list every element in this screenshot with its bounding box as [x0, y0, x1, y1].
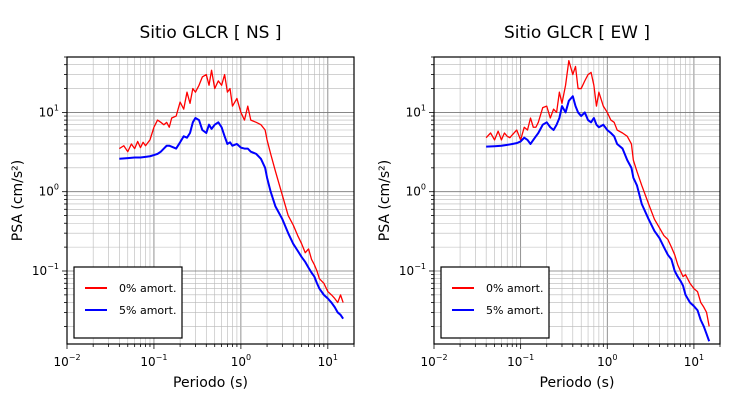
x-tick-label: 100 — [231, 353, 251, 369]
x-tick-base: 10 — [420, 355, 435, 369]
series-line-amort-5 — [119, 117, 344, 320]
x-tick-exponent: −1 — [522, 353, 534, 362]
x-tick-exponent: −2 — [69, 353, 81, 362]
legend: 0% amort. 5% amort. — [73, 266, 183, 339]
series-line-amort-5 — [486, 95, 711, 342]
x-tick-label: 10−2 — [53, 353, 80, 369]
x-tick-exponent: 1 — [699, 353, 704, 362]
y-tick-exponent: 1 — [421, 103, 426, 112]
x-tick-label: 10−1 — [507, 353, 534, 369]
x-tick-base: 10 — [507, 355, 522, 369]
chart-panel-2: Sitio GLCR [ EW ]10−2 10−1 100 10110−110010… — [377, 23, 721, 391]
y-tick-exponent: 0 — [54, 183, 59, 192]
x-tick-base: 10 — [684, 355, 699, 369]
x-tick-base: 10 — [140, 355, 155, 369]
legend-label: 5% amort. — [486, 304, 543, 317]
legend: 0% amort. 5% amort. — [440, 266, 550, 339]
chart-panel-1: Sitio GLCR [ NS ]10−2 10−1 100 10110−110010… — [10, 23, 355, 391]
legend-label: 5% amort. — [119, 304, 176, 317]
y-tick-label: 100 — [406, 183, 426, 199]
y-tick-exponent: 0 — [421, 183, 426, 192]
x-tick-exponent: −2 — [436, 353, 448, 362]
y-tick-base: 10 — [39, 105, 54, 119]
grid — [66, 56, 355, 344]
x-tick-base: 10 — [597, 355, 612, 369]
plot-frame — [433, 56, 721, 345]
x-tick-label: 10−1 — [140, 353, 167, 369]
x-tick-base: 10 — [53, 355, 68, 369]
x-tick-exponent: 0 — [612, 353, 617, 362]
y-tick-base: 10 — [39, 185, 54, 199]
chart-title: Sitio GLCR [ NS ] — [139, 23, 281, 43]
x-axis-label: Periodo (s) — [540, 375, 615, 391]
x-tick-label: 101 — [684, 353, 704, 369]
y-tick-exponent: 1 — [54, 103, 59, 112]
y-tick-base: 10 — [399, 264, 414, 278]
x-tick-exponent: 1 — [333, 353, 338, 362]
chart-title: Sitio GLCR [ EW ] — [504, 23, 650, 43]
y-tick-label: 10−1 — [32, 262, 59, 278]
legend-box — [440, 266, 550, 339]
x-tick-label: 100 — [597, 353, 617, 369]
y-tick-exponent: −1 — [414, 262, 426, 271]
y-tick-base: 10 — [406, 185, 421, 199]
y-axis-label: PSA (cm/s²) — [377, 160, 393, 242]
y-tick-label: 100 — [39, 183, 59, 199]
x-tick-label: 101 — [318, 353, 338, 369]
x-tick-base: 10 — [231, 355, 246, 369]
y-tick-exponent: −1 — [47, 262, 59, 271]
y-tick-base: 10 — [32, 264, 47, 278]
y-tick-label: 101 — [39, 103, 59, 119]
x-tick-label: 10−2 — [420, 353, 447, 369]
y-tick-label: 10−1 — [399, 262, 426, 278]
x-tick-exponent: −1 — [156, 353, 168, 362]
y-axis-label: PSA (cm/s²) — [10, 160, 26, 242]
y-tick-base: 10 — [406, 105, 421, 119]
legend-label: 0% amort. — [486, 282, 543, 295]
y-tick-label: 101 — [406, 103, 426, 119]
x-axis-label: Periodo (s) — [173, 375, 248, 391]
x-tick-base: 10 — [318, 355, 333, 369]
series-line-amort-0 — [485, 59, 710, 327]
x-tick-exponent: 0 — [246, 353, 251, 362]
legend-box — [73, 266, 183, 339]
series-line-amort-0 — [118, 69, 344, 304]
legend-label: 0% amort. — [119, 282, 176, 295]
plot-frame — [66, 56, 355, 345]
